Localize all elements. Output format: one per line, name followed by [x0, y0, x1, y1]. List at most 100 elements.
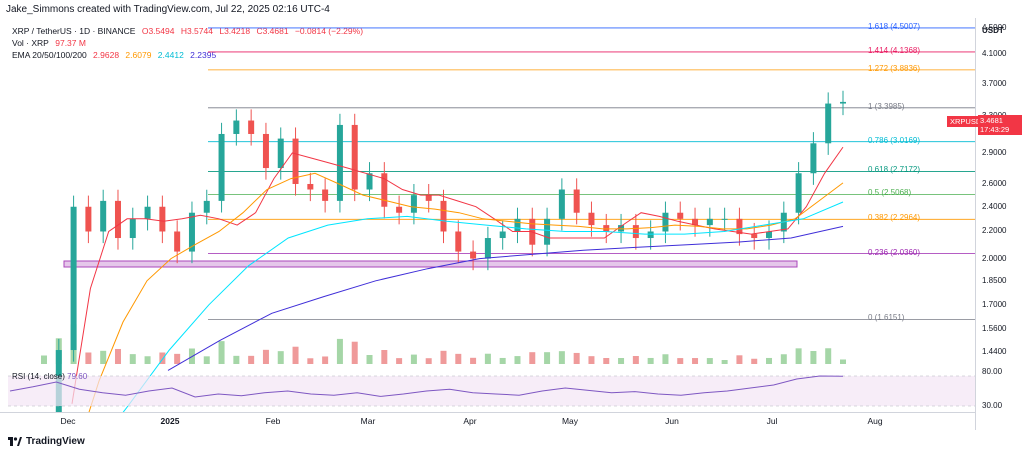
- candle-body: [174, 231, 181, 252]
- candle-body: [366, 173, 373, 190]
- fib-label-1-414: 1.414 (4.1368): [868, 45, 921, 55]
- price-tick: 4.5000: [982, 23, 1007, 32]
- ema-line-1: [71, 146, 844, 404]
- volume-label[interactable]: Vol · XRP: [12, 38, 49, 48]
- volume-bar: [529, 352, 536, 364]
- volume-bar: [218, 341, 225, 364]
- candle-body: [114, 200, 121, 239]
- volume-bar: [410, 354, 417, 364]
- last-price-tag: 3.4681 17:43:29: [978, 115, 1022, 135]
- candle-body: [751, 234, 758, 239]
- volume-value: 97.37 M: [55, 38, 86, 48]
- candle-body: [618, 225, 625, 232]
- rsi-legend[interactable]: RSI (14, close) 79.60: [12, 372, 87, 381]
- candles: [55, 90, 846, 412]
- volume-bar: [692, 358, 699, 364]
- time-tick: Apr: [463, 416, 477, 426]
- rsi-tick-30: 30.00: [982, 401, 1003, 410]
- volume-bar: [277, 351, 284, 364]
- fib-label-0-618: 0.618 (2.7172): [868, 165, 921, 175]
- volume-bar: [677, 358, 684, 364]
- price-chart[interactable]: [0, 0, 976, 412]
- symbol-name[interactable]: XRP / TetherUS · 1D · BINANCE: [12, 26, 136, 36]
- fib-levels: [208, 27, 975, 320]
- currency-label: USDT: [982, 26, 1004, 35]
- ohlc-open: O3.5494: [141, 26, 175, 36]
- candle-body: [233, 120, 240, 134]
- price-tick: 2.6000: [982, 178, 1007, 188]
- volume-bar: [751, 358, 758, 364]
- volume-bar: [514, 356, 521, 364]
- fib-label-0-236: 0.236 (2.0360): [868, 247, 921, 257]
- volume-bar: [721, 360, 728, 364]
- price-tick: 2.2000: [982, 226, 1007, 236]
- candle-body: [795, 173, 802, 213]
- candle-body: [603, 225, 610, 232]
- volume-bar: [144, 356, 151, 364]
- tradingview-brand[interactable]: TradingView: [8, 436, 85, 447]
- price-tick: 1.4400: [982, 347, 1007, 356]
- volume-bar: [174, 353, 181, 364]
- rsi-series: [9, 375, 844, 398]
- volume-bar: [662, 354, 669, 364]
- ema20-value: 2.9628: [93, 50, 120, 60]
- volume-bar: [736, 355, 743, 364]
- bar-countdown: 17:43:29: [980, 125, 1010, 134]
- candle-body: [218, 133, 225, 201]
- volume-bar: [322, 356, 329, 364]
- time-tick: Mar: [360, 416, 376, 426]
- volume-bar: [159, 352, 166, 364]
- ohlc-change: −0.0814 (−2.29%): [294, 26, 364, 36]
- volume-bar: [381, 350, 388, 364]
- volume-bar: [706, 358, 713, 364]
- volume-bar: [544, 352, 551, 364]
- time-tick: May: [561, 416, 579, 426]
- candle-body: [677, 212, 684, 219]
- candle-body: [351, 124, 358, 190]
- candle-body: [662, 212, 669, 232]
- candle-body: [70, 206, 77, 351]
- volume-bar: [618, 358, 625, 364]
- price-tick: 2.0000: [982, 253, 1007, 263]
- candle-body: [307, 183, 314, 190]
- price-axis-border: [975, 18, 976, 430]
- volume-bar: [603, 358, 610, 364]
- candle-body: [396, 206, 403, 213]
- ema-label[interactable]: EMA 20/50/100/200: [12, 50, 87, 60]
- time-tick: Jul: [766, 416, 778, 426]
- candle-body: [588, 212, 595, 226]
- candle-body: [810, 143, 817, 174]
- candle-body: [470, 251, 477, 259]
- candle-body: [514, 218, 521, 232]
- volume-bar: [795, 348, 802, 364]
- candle-body: [825, 103, 832, 144]
- candle-body: [159, 206, 166, 232]
- candle-body: [322, 189, 329, 201]
- candle-body: [248, 120, 255, 134]
- fib-label-0-382: 0.382 (2.2964): [868, 213, 921, 223]
- ohlc-low: L3.4218: [219, 26, 251, 36]
- candle-body: [277, 138, 284, 169]
- volume-bar: [825, 348, 832, 364]
- candle-body: [484, 238, 491, 259]
- volume-bar: [573, 352, 580, 364]
- price-tick: 4.1000: [982, 49, 1007, 59]
- ema100-value: 2.4412: [157, 50, 184, 60]
- last-price: 3.4681: [980, 116, 1003, 125]
- fib-label-0-5: 0.5 (2.5068): [868, 188, 912, 198]
- candle-body: [203, 200, 210, 213]
- volume-bar: [100, 350, 107, 364]
- brand-name: TradingView: [26, 436, 85, 447]
- candle-body: [144, 206, 151, 219]
- candle-body: [632, 225, 639, 239]
- volume-bar: [588, 356, 595, 364]
- volume-bar: [351, 341, 358, 364]
- fib-label-0: 0 (1.6151): [868, 313, 905, 323]
- candle-body: [440, 200, 447, 232]
- candle-body: [558, 189, 565, 219]
- candle-body: [766, 231, 773, 239]
- ema200-value: 2.2395: [190, 50, 217, 60]
- fib-label-1-272: 1.272 (3.8836): [868, 63, 921, 73]
- volume-bar: [558, 351, 565, 364]
- volume-bar: [455, 353, 462, 364]
